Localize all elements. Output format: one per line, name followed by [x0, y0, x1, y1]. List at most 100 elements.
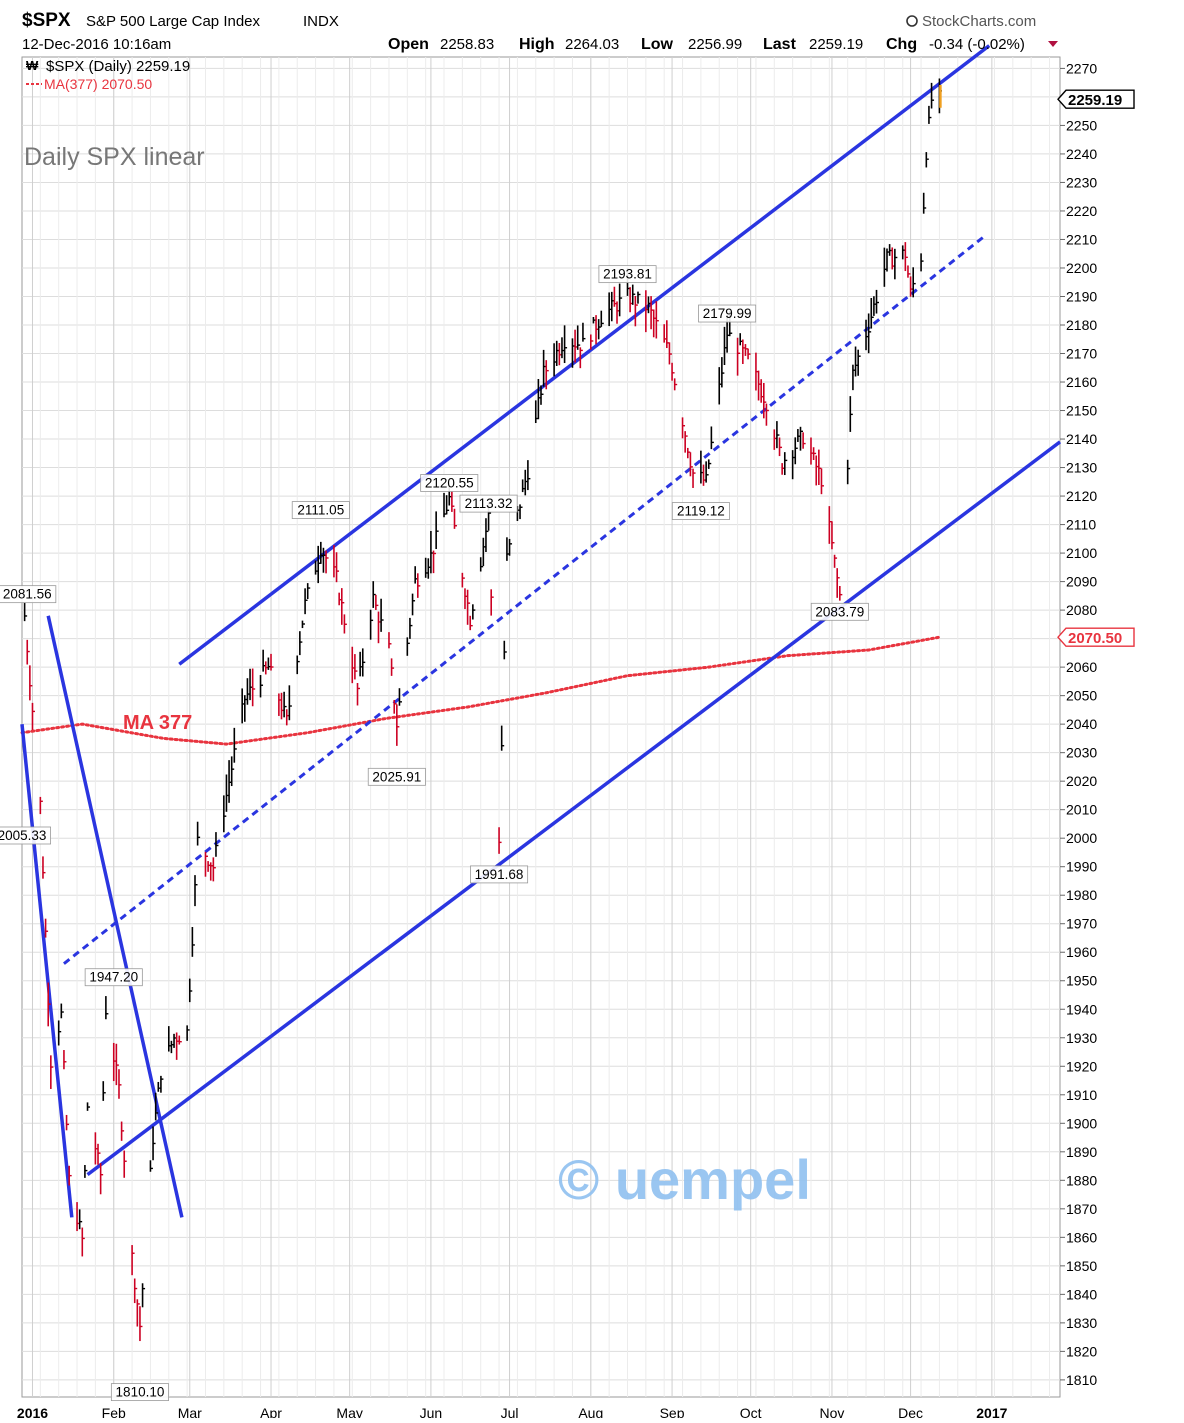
header-name: S&P 500 Large Cap Index [86, 13, 261, 30]
point-label-box [291, 501, 350, 519]
x-tick-label: Oct [740, 1405, 762, 1418]
y-tick-label: 2230 [1066, 174, 1097, 190]
point-label: 2025.91 [372, 769, 421, 784]
y-tick-label: 2240 [1066, 146, 1097, 162]
header-open-label: Open [388, 36, 429, 53]
y-tick-label: 2000 [1066, 830, 1097, 846]
y-tick-label: 1860 [1066, 1229, 1097, 1245]
header-source: StockCharts.com [922, 13, 1036, 30]
y-tick-label: 2160 [1066, 374, 1097, 390]
x-tick-label: Feb [102, 1405, 126, 1418]
y-tick-label: 2120 [1066, 488, 1097, 504]
trend-layer [20, 44, 1062, 1218]
y-tick-label: 1900 [1066, 1115, 1097, 1131]
header-last-value: 2259.19 [809, 36, 863, 53]
x-tick-label: 2017 [976, 1405, 1007, 1418]
header-chg-value: -0.34 (-0.02%) [929, 36, 1025, 53]
last-value-tag-text: 2070.50 [1068, 630, 1122, 647]
point-label-box [367, 767, 426, 786]
point-label: 2113.32 [465, 496, 513, 511]
y-tick-label: 1940 [1066, 1001, 1097, 1017]
last-value-tag-text: 2259.19 [1068, 92, 1122, 109]
header-low-label: Low [641, 36, 674, 53]
y-tick-label: 2180 [1066, 317, 1097, 333]
y-tick-label: 2210 [1066, 231, 1097, 247]
point-label-box [598, 265, 657, 284]
y-tick-label: 1880 [1066, 1172, 1097, 1188]
y-tick-label: 2050 [1066, 688, 1097, 704]
price-bars-layer [23, 78, 942, 1342]
header-high-value: 2264.03 [565, 36, 619, 53]
header-symbol: $SPX [22, 10, 71, 31]
y-tick-label: 2080 [1066, 602, 1097, 618]
point-label-box [470, 865, 529, 884]
header-low-value: 2256.99 [688, 36, 742, 53]
header-chg-label: Chg [886, 36, 917, 53]
point-label: 1810.10 [116, 1385, 165, 1400]
point-label-box [0, 585, 57, 604]
y-tick-label: 1810 [1066, 1372, 1097, 1388]
trend-line [86, 440, 1062, 1177]
y-tick-label: 1990 [1066, 859, 1097, 875]
header-datetime: 12-Dec-2016 10:16am [22, 36, 171, 53]
last-value-tag [1057, 627, 1135, 647]
x-axis-ticks: 2016 Feb Mar Apr May Jun Jul Aug Sep Oct Nov Dec 201… [17, 1405, 1008, 1421]
y-tick-label: 1850 [1066, 1258, 1097, 1274]
last-value-tags: 2259.19 2070.50 [1057, 89, 1135, 647]
x-tick-label: Jul [501, 1405, 519, 1418]
trend-line [46, 615, 184, 1218]
x-tick-label: Dec [898, 1405, 923, 1418]
legend-price-label: $SPX (Daily) 2259.19 [46, 58, 190, 75]
stockcharts-logo-icon [906, 15, 918, 27]
point-label: 2081.56 [3, 587, 52, 602]
legend-ma-label: MA(377) 2070.50 [44, 76, 152, 92]
y-tick-label: 2060 [1066, 659, 1097, 675]
ma-377-line [20, 635, 941, 746]
y-tick-label: 2220 [1066, 203, 1097, 219]
point-label-box [671, 502, 730, 520]
y-tick-label: 2030 [1066, 745, 1097, 761]
header-open-value: 2258.83 [440, 36, 494, 53]
point-label: 2193.81 [603, 267, 652, 282]
y-tick-label: 2150 [1066, 403, 1097, 419]
y-tick-label: 1820 [1066, 1343, 1097, 1359]
y-tick-label: 2190 [1066, 288, 1097, 304]
y-tick-label: 1840 [1066, 1286, 1097, 1302]
point-label-box [110, 1383, 169, 1402]
y-tick-label: 2110 [1066, 517, 1096, 533]
trend-line [20, 723, 74, 1218]
point-label-box [459, 494, 518, 513]
point-label: 2083.79 [815, 604, 864, 619]
grid-layer [22, 57, 1060, 1397]
x-tick-label: Sep [660, 1405, 685, 1418]
x-tick-label: Mar [178, 1405, 202, 1418]
point-label-box [420, 474, 479, 492]
x-tick-label: Jun [420, 1405, 443, 1418]
y-tick-label: 1970 [1066, 916, 1097, 932]
y-tick-label: 1950 [1066, 973, 1097, 989]
x-tick-label: Nov [820, 1405, 845, 1418]
y-tick-label: 2200 [1066, 260, 1097, 276]
y-tick-label: 2140 [1066, 431, 1097, 447]
point-label: 2119.12 [677, 504, 725, 519]
point-label: 1991.68 [475, 867, 524, 882]
chart-note: Daily SPX linear [24, 143, 205, 171]
ma-layer [20, 635, 941, 746]
y-tick-label: 1910 [1066, 1087, 1097, 1103]
x-tick-label: 2016 [17, 1405, 48, 1418]
plot-area [21, 56, 1061, 1398]
y-tick-label: 1890 [1066, 1144, 1097, 1160]
header-high-label: High [519, 36, 555, 53]
y-tick-label: 2090 [1066, 574, 1097, 590]
watermark: © uempel [558, 1148, 811, 1211]
trend-line [178, 44, 991, 666]
last-value-tag [1057, 89, 1135, 109]
y-tick-label: 1830 [1066, 1315, 1097, 1331]
y-tick-label: 2170 [1066, 346, 1097, 362]
y-tick-label: 1960 [1066, 944, 1097, 960]
x-tick-label: May [336, 1405, 362, 1418]
y-tick-label: 2020 [1066, 773, 1097, 789]
down-arrow-icon [1048, 41, 1058, 47]
